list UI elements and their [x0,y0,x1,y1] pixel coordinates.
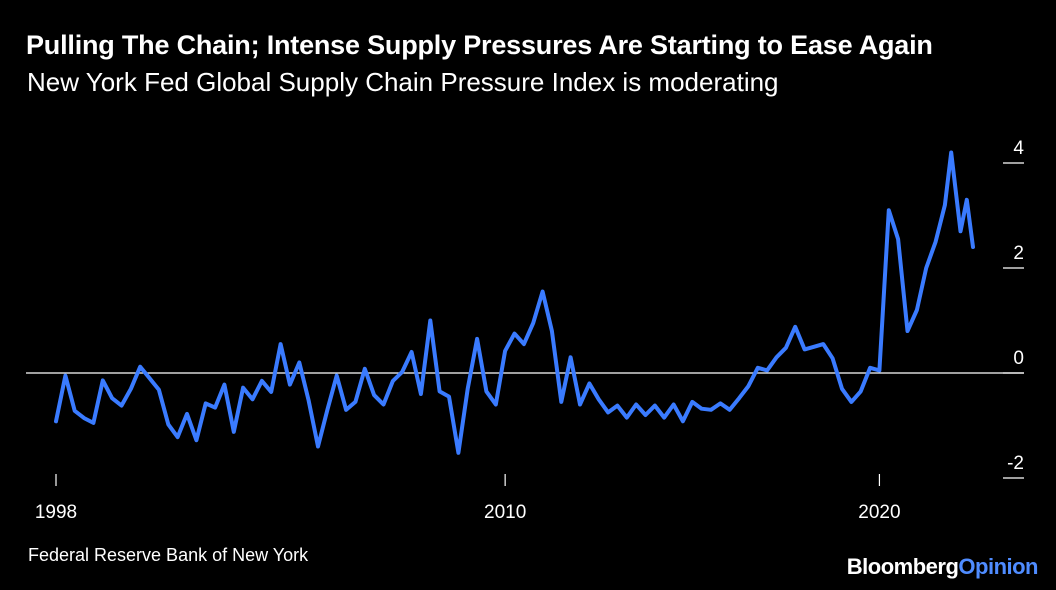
y-tick-label: 4 [1013,138,1024,159]
series-line [54,150,975,455]
x-tick-label: 1998 [35,502,77,523]
source-note: Federal Reserve Bank of New York [28,545,309,565]
chart-title: Pulling The Chain; Intense Supply Pressu… [26,30,933,60]
chart-subtitle: New York Fed Global Supply Chain Pressur… [27,67,779,97]
y-tick-label: 0 [1013,348,1024,369]
x-tick-label: 2020 [858,502,900,523]
brand-part2: Opinion [958,554,1038,579]
bloomberg-opinion-logo: BloombergOpinion [846,554,1039,580]
y-tick-label: 2 [1013,243,1024,264]
x-tick-label: 2010 [484,502,526,523]
brand-part1: Bloomberg [846,554,959,579]
y-tick-label: -2 [1007,453,1024,474]
